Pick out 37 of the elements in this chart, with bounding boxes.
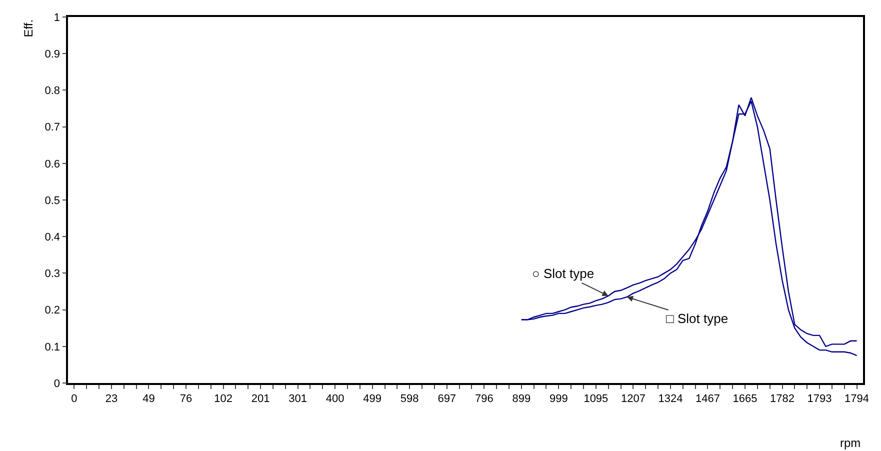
x-tick-label: 796 (474, 392, 494, 405)
y-tick-label: 0.9 (44, 48, 60, 60)
y-tick-label: 1 (54, 12, 60, 24)
x-tick-label: 1467 (695, 392, 720, 405)
x-tick-label: 49 (142, 392, 155, 405)
text: □ Slot type (666, 311, 728, 326)
y-tick-label: 0.3 (44, 268, 60, 280)
x-tick-label: 499 (363, 392, 382, 405)
y-tick-label: 0.2 (44, 304, 60, 317)
x-tick-label: 76 (180, 392, 192, 405)
y-tick-label: 0.1 (44, 341, 60, 354)
x-tick-label: 697 (438, 392, 456, 405)
x-tick-label: 1793 (807, 392, 832, 405)
y-tick-label: 0.5 (44, 194, 60, 207)
y-tick-label: 0 (54, 378, 60, 390)
x-tick-label: 301 (288, 392, 307, 405)
y-tick-label: 0.4 (44, 231, 60, 244)
y-axis-title: Eff. (21, 19, 36, 38)
x-tick-label: 1207 (620, 392, 646, 405)
x-tick-label: 1095 (584, 392, 608, 405)
x-tick-label: 999 (549, 392, 568, 405)
x-tick-label: 1794 (844, 392, 870, 405)
x-tick-label: 0 (71, 392, 78, 405)
x-tick-label: 400 (326, 392, 344, 405)
x-tick-label: 1665 (732, 392, 758, 405)
x-tick-label: 598 (400, 392, 419, 405)
x-tick-label: 23 (105, 392, 118, 405)
x-axis-title: rpm (840, 436, 861, 450)
series-label: ○ Slot type (532, 266, 594, 281)
y-tick-label: 0.6 (44, 158, 60, 170)
x-tick-label: 201 (251, 392, 270, 405)
x-tick-label: 102 (214, 392, 232, 405)
x-tick-label: 1782 (770, 392, 794, 405)
x-tick-label: 1324 (658, 392, 683, 405)
x-tick-label: 899 (512, 392, 531, 405)
y-tick-label: 0.8 (44, 85, 60, 98)
y-tick-label: 0.7 (44, 122, 60, 134)
